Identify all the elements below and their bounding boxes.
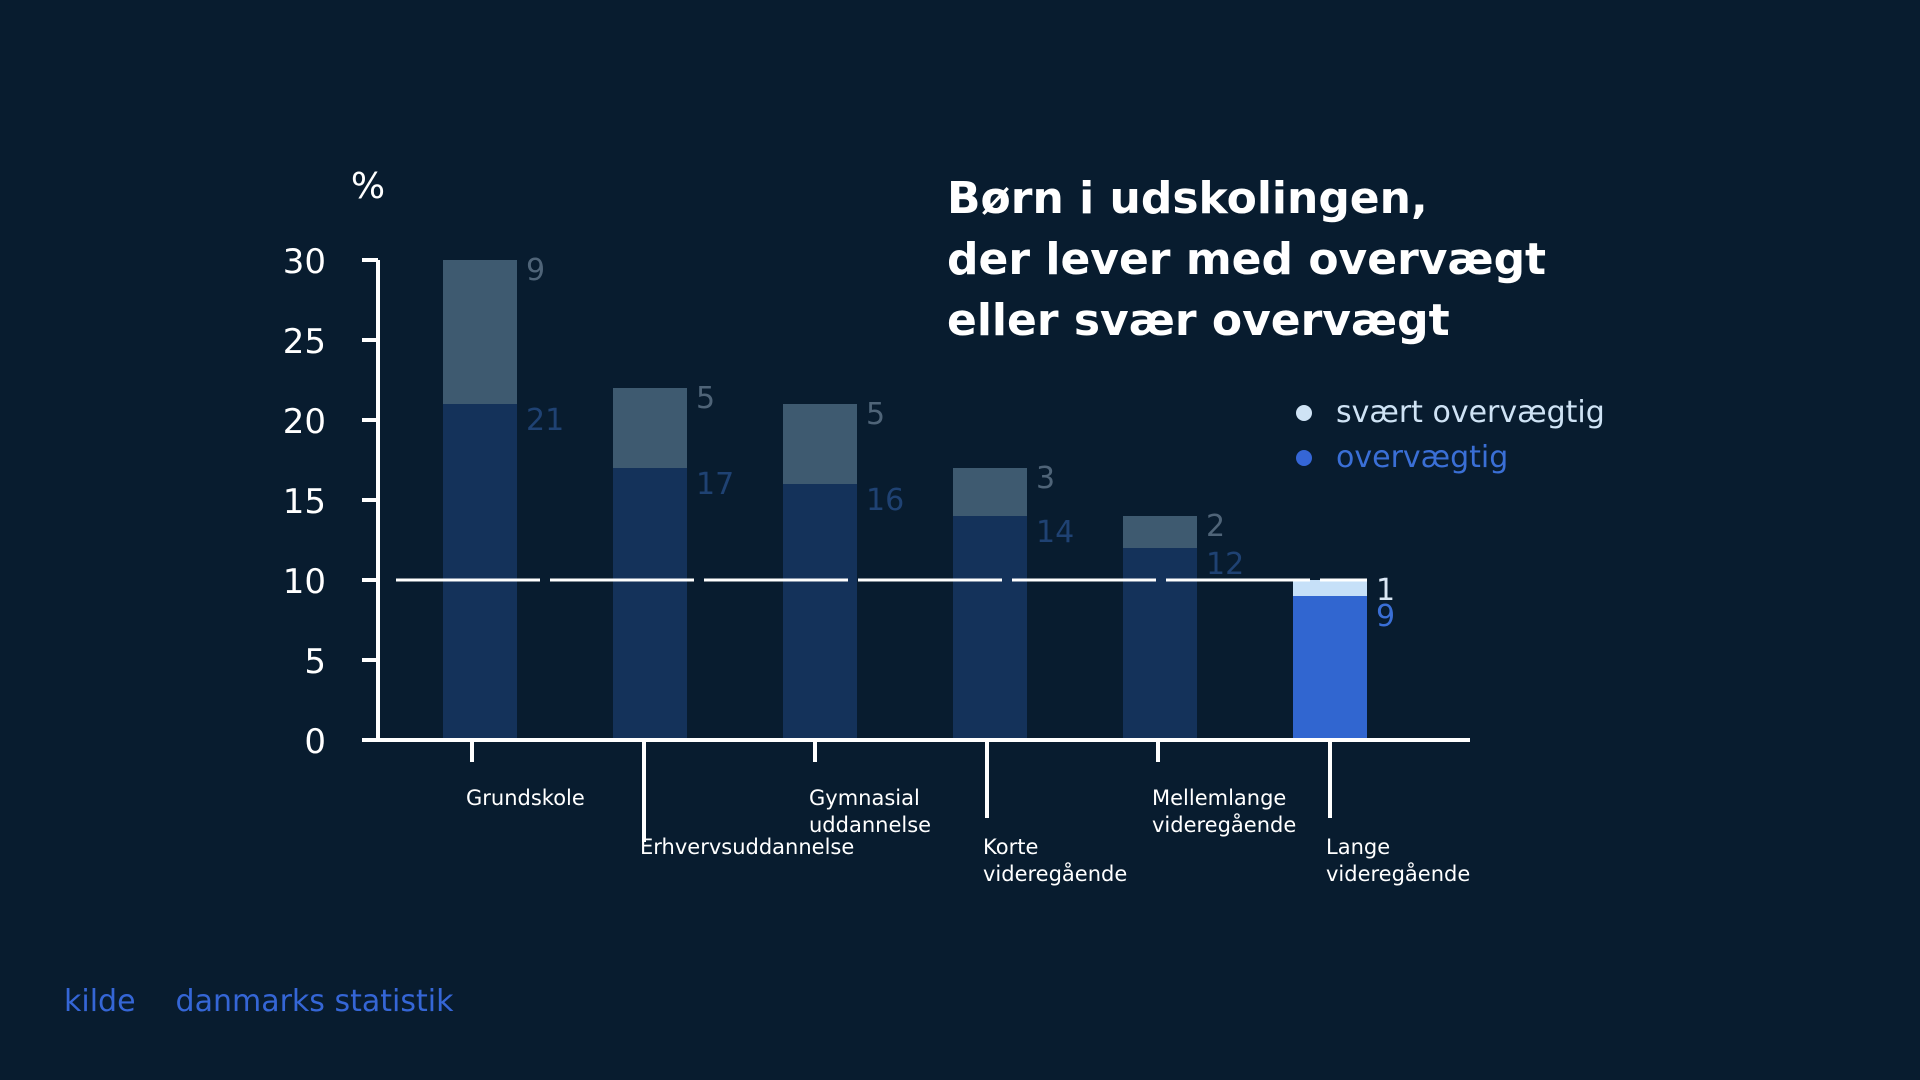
bar-segment-svært overvægtig [1293, 580, 1367, 596]
data-label-top: 2 [1206, 509, 1225, 544]
x-tick-label: videregående [1326, 861, 1470, 886]
x-tick-label: videregående [1152, 812, 1296, 837]
y-tick-label: 5 [304, 642, 326, 682]
data-label-base: 14 [1036, 515, 1074, 550]
data-label-top: 5 [696, 381, 715, 416]
chart-title-line: eller svær overvægt [947, 295, 1450, 346]
chart-title-line: der lever med overvægt [947, 234, 1546, 285]
chart-title-line: Børn i udskolingen, [947, 173, 1428, 224]
data-label-top: 3 [1036, 461, 1055, 496]
data-label-base: 21 [526, 403, 564, 438]
y-tick-label: 15 [283, 482, 326, 522]
bar-segment-svært overvægtig [783, 404, 857, 484]
data-label-top: 1 [1376, 573, 1395, 608]
y-tick-label: 0 [304, 722, 326, 762]
bar-segment-svært overvægtig [443, 260, 517, 404]
y-tick-label: 25 [283, 322, 326, 362]
legend-label: overvægtig [1336, 440, 1508, 475]
legend-label: svært overvægtig [1336, 395, 1605, 430]
x-tick-label: uddannelse [809, 813, 931, 837]
bar-segment-overvægtig [1123, 548, 1197, 740]
data-label-top: 5 [866, 397, 885, 432]
x-tick-label: videregående [983, 861, 1127, 886]
bar-segment-svært overvægtig [613, 388, 687, 468]
data-label-base: 16 [866, 483, 904, 518]
source-footer: kilde danmarks statistik [64, 984, 453, 1019]
data-label-base: 12 [1206, 547, 1244, 582]
legend-swatch-overvægtig [1296, 450, 1312, 466]
x-tick-label: Erhvervsuddannelse [640, 835, 854, 859]
x-tick-label: Lange [1326, 835, 1390, 859]
bar-segment-overvægtig [1293, 596, 1367, 740]
data-label-base: 9 [1376, 599, 1395, 634]
bar-segment-overvægtig [953, 516, 1027, 740]
bar-segment-overvægtig [613, 468, 687, 740]
x-tick-label: Korte [983, 835, 1038, 859]
y-tick-label: 30 [283, 242, 326, 282]
data-label-top: 9 [526, 253, 545, 288]
y-tick-label: 20 [283, 402, 326, 442]
x-tick-label: Gymnasial [809, 786, 920, 810]
bar-segment-svært overvægtig [1123, 516, 1197, 548]
bar-segment-overvægtig [443, 404, 517, 740]
source-label: kilde [64, 984, 136, 1019]
bar-segment-svært overvægtig [953, 468, 1027, 516]
y-tick-label: 10 [283, 562, 326, 602]
y-axis-label: % [351, 166, 385, 207]
x-tick-label: Grundskole [466, 786, 585, 810]
legend-swatch-svært overvægtig [1296, 405, 1312, 421]
data-label-base: 17 [696, 467, 734, 502]
source-value: danmarks statistik [175, 984, 454, 1019]
bar-segment-overvægtig [783, 484, 857, 740]
x-tick-label: Mellemlange [1152, 786, 1286, 810]
